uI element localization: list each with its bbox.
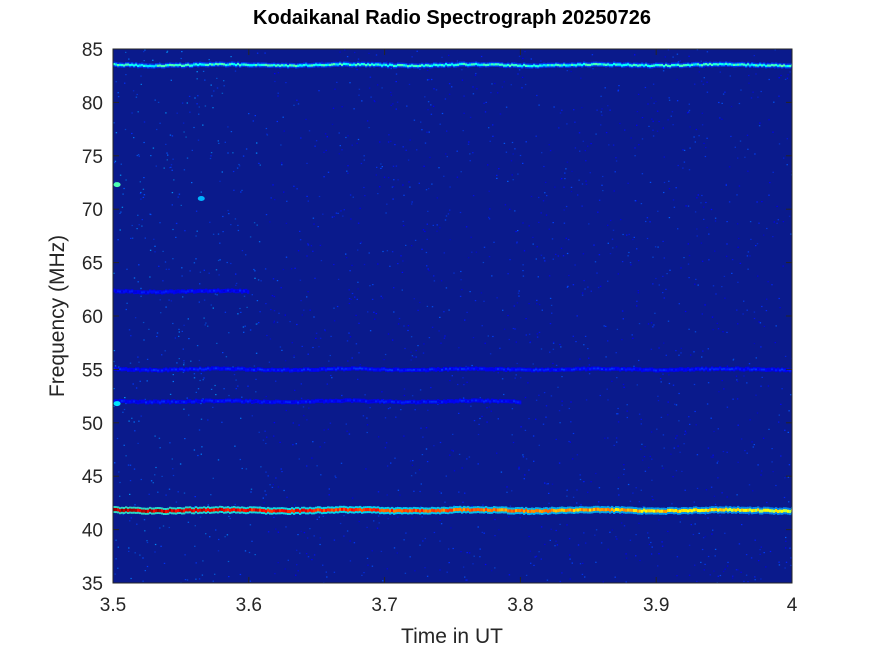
band-62.3mhz [113, 288, 250, 295]
spot-6 [197, 196, 205, 202]
plot-area [113, 49, 792, 583]
x-tick-label: 3.6 [236, 595, 262, 616]
band-83.5mhz [113, 61, 792, 69]
x-tick-label: 4 [787, 595, 798, 616]
y-tick-label: 60 [82, 307, 103, 328]
x-tick-label: 3.7 [371, 595, 397, 616]
y-tick-label: 70 [82, 200, 103, 221]
spot-5 [113, 182, 121, 188]
y-tick-label: 45 [82, 467, 103, 488]
band-41.8mhz [113, 505, 792, 516]
y-tick-label: 85 [82, 40, 103, 61]
x-axis-label: Time in UT [401, 625, 503, 648]
y-tick-label: 55 [82, 360, 103, 381]
y-axis-label: Frequency (MHz) [46, 235, 69, 397]
x-tick-label: 3.9 [643, 595, 669, 616]
heatmap-layer [113, 49, 792, 583]
noise-speckles [113, 49, 792, 583]
y-tick-label: 65 [82, 254, 103, 275]
x-tick-label: 3.5 [100, 595, 126, 616]
chart-title: Kodaikanal Radio Spectrograph 20250726 [253, 7, 651, 29]
y-tick-label: 40 [82, 521, 103, 542]
x-tick-label: 3.8 [507, 595, 533, 616]
y-tick-label: 50 [82, 414, 103, 435]
y-tick-label: 75 [82, 147, 103, 168]
y-tick-label: 35 [82, 574, 103, 595]
y-axis: 35 40 45 50 55 60 65 70 75 80 85 [82, 40, 792, 595]
y-tick-label: 80 [82, 93, 103, 114]
spot-7 [113, 401, 121, 407]
x-axis: 3.5 3.6 3.7 3.8 3.9 4 [100, 49, 798, 616]
